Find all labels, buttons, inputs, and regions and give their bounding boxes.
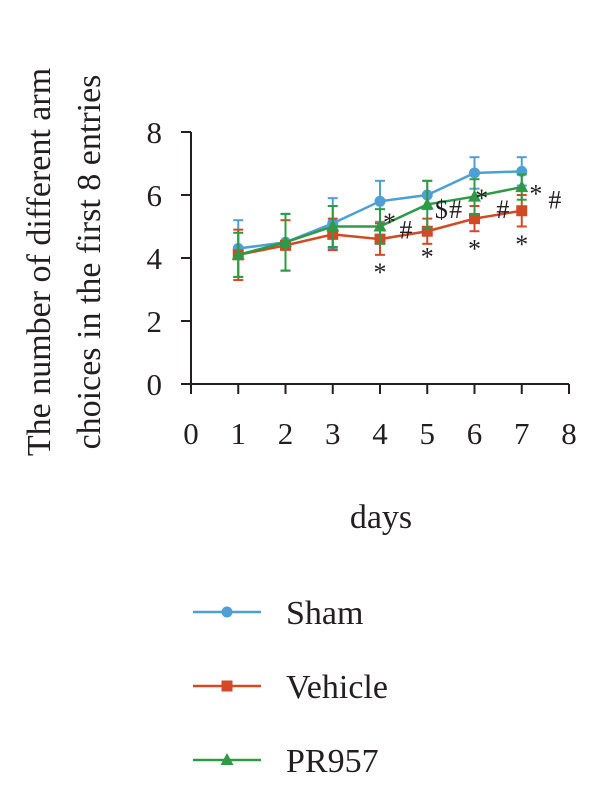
significance-marker: *	[421, 242, 434, 271]
significance-marker: #	[449, 195, 462, 224]
legend-label: PR957	[286, 743, 379, 780]
x-tick-label: 2	[278, 416, 294, 451]
data-point	[420, 197, 434, 210]
data-point	[326, 219, 340, 232]
y-tick-label: 8	[147, 115, 163, 150]
legend-label: Sham	[286, 595, 363, 632]
y-tick-label: 6	[147, 178, 163, 213]
significance-marker: *	[529, 179, 542, 208]
significance-marker: *	[383, 208, 396, 237]
significance-marker: #	[399, 216, 412, 245]
legend-item-sham: Sham	[193, 595, 363, 632]
y-tick-label: 0	[147, 367, 163, 402]
data-point	[279, 235, 292, 248]
significance-marker: *	[515, 230, 528, 259]
y-tick-label: 2	[147, 304, 163, 339]
significance-marker: *	[374, 258, 387, 287]
data-point	[231, 247, 245, 260]
legend-marker	[221, 606, 233, 618]
annotations: ** * ** #$ # * #* #	[374, 179, 562, 287]
data-point	[515, 180, 529, 193]
x-axis-label: days	[350, 499, 412, 536]
legend: Sham Vehicle PR957	[193, 595, 388, 780]
x-tick-label: 7	[514, 416, 530, 451]
x-tick-label: 8	[561, 416, 577, 451]
significance-marker: *	[468, 235, 481, 264]
x-tick-label: 3	[325, 416, 341, 451]
significance-marker: $	[435, 195, 448, 224]
legend-marker	[220, 753, 234, 765]
legend-marker	[221, 680, 233, 692]
series-pr957	[231, 173, 529, 278]
data-point	[469, 167, 480, 179]
legend-item-vehicle: Vehicle	[193, 669, 388, 706]
data-point	[374, 195, 386, 207]
significance-marker: *	[475, 184, 488, 213]
y-axis-ticks: 0 2 4 6 8	[147, 115, 191, 402]
x-tick-label: 0	[183, 416, 199, 451]
x-tick-label: 4	[372, 416, 388, 451]
significance-marker: #	[548, 186, 561, 215]
data-point	[469, 213, 480, 225]
data-point	[468, 189, 481, 202]
series-layer	[231, 156, 529, 282]
data-point	[516, 205, 528, 217]
x-tick-label: 1	[231, 416, 247, 451]
legend-item-pr957: PR957	[193, 743, 379, 780]
y-axis-label-line-1: The number of different arm	[21, 68, 58, 456]
significance-marker: #	[496, 195, 509, 224]
x-tick-label: 6	[467, 416, 483, 451]
data-point	[373, 219, 387, 232]
y-tick-label: 4	[147, 241, 163, 276]
y-axis-label-line-2: choices in the first 8 entries	[71, 75, 108, 450]
legend-label: Vehicle	[286, 669, 388, 706]
data-point	[421, 225, 433, 237]
x-tick-label: 5	[420, 416, 436, 451]
